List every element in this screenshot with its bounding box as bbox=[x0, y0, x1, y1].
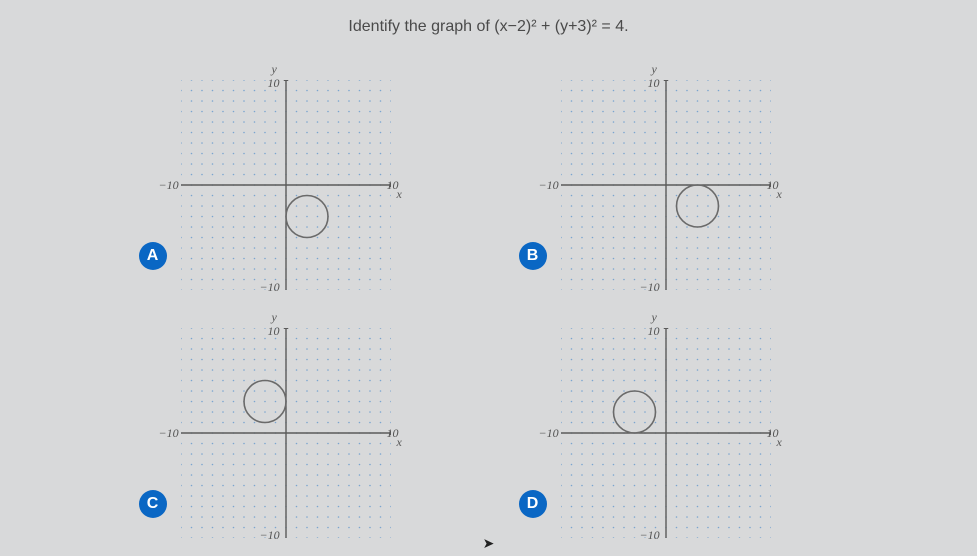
plot-b: −101010−10yx bbox=[561, 80, 771, 290]
axis-label: 10 bbox=[648, 76, 660, 91]
option-cell-c[interactable]: C −101010−10yx bbox=[139, 298, 459, 538]
question-text: Identify the graph of (x−2)² + (y+3)² = … bbox=[0, 0, 977, 36]
option-cell-d[interactable]: D −101010−10yx bbox=[519, 298, 839, 538]
answer-grid: A −101010−10yx B −101010−10yx C −101010−… bbox=[0, 50, 977, 538]
cursor-icon: ➤ bbox=[483, 535, 495, 552]
axis-label: y bbox=[652, 310, 657, 325]
axis-label: 10 bbox=[648, 324, 660, 339]
axis-label: −10 bbox=[640, 280, 660, 295]
axis-label: y bbox=[272, 62, 277, 77]
axis-label: y bbox=[272, 310, 277, 325]
option-cell-a[interactable]: A −101010−10yx bbox=[139, 50, 459, 290]
axis-label: −10 bbox=[159, 426, 179, 441]
axis-label: 10 bbox=[268, 76, 280, 91]
option-marker[interactable]: D bbox=[519, 490, 547, 518]
axis-label: −10 bbox=[539, 426, 559, 441]
axis-label: −10 bbox=[260, 528, 280, 543]
axis-label: y bbox=[652, 62, 657, 77]
option-marker[interactable]: A bbox=[139, 242, 167, 270]
axis-label: −10 bbox=[640, 528, 660, 543]
axis-label: −10 bbox=[539, 178, 559, 193]
plot-d: −101010−10yx bbox=[561, 328, 771, 538]
axis-label: 10 bbox=[268, 324, 280, 339]
plot-a: −101010−10yx bbox=[181, 80, 391, 290]
axis-label: −10 bbox=[159, 178, 179, 193]
axis-label: −10 bbox=[260, 280, 280, 295]
axis-label: x bbox=[777, 435, 782, 450]
axis-label: x bbox=[397, 435, 402, 450]
option-marker[interactable]: B bbox=[519, 242, 547, 270]
axis-label: x bbox=[777, 187, 782, 202]
option-marker[interactable]: C bbox=[139, 490, 167, 518]
axis-label: x bbox=[397, 187, 402, 202]
option-cell-b[interactable]: B −101010−10yx bbox=[519, 50, 839, 290]
plot-c: −101010−10yx bbox=[181, 328, 391, 538]
